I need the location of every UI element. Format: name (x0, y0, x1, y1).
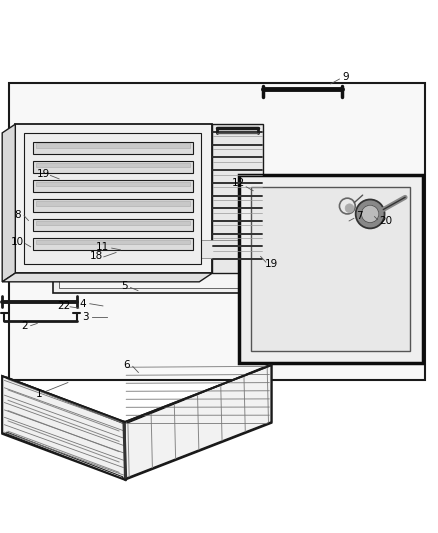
Polygon shape (33, 219, 193, 231)
Polygon shape (125, 365, 272, 479)
Text: 19: 19 (37, 168, 50, 179)
Polygon shape (15, 124, 212, 273)
Text: 9: 9 (343, 72, 350, 82)
Text: 19: 19 (265, 260, 278, 269)
Polygon shape (7, 377, 123, 423)
Text: 1: 1 (36, 389, 43, 399)
Polygon shape (36, 143, 190, 148)
Polygon shape (7, 432, 123, 479)
Text: 3: 3 (82, 312, 89, 322)
Polygon shape (53, 236, 254, 293)
Polygon shape (2, 376, 125, 479)
Circle shape (361, 205, 379, 223)
Polygon shape (36, 201, 190, 206)
Polygon shape (36, 163, 190, 167)
Text: 11: 11 (96, 242, 110, 252)
Text: 6: 6 (124, 360, 131, 370)
Polygon shape (59, 241, 247, 287)
Text: 10: 10 (11, 237, 24, 247)
Polygon shape (33, 199, 193, 212)
Text: 22: 22 (57, 301, 70, 311)
Text: 18: 18 (90, 251, 103, 261)
Polygon shape (36, 221, 190, 225)
Text: 4: 4 (80, 298, 87, 309)
Polygon shape (127, 365, 269, 423)
Text: 8: 8 (14, 210, 21, 220)
Circle shape (356, 199, 385, 229)
Text: 5: 5 (121, 281, 128, 291)
Polygon shape (24, 133, 201, 264)
Polygon shape (2, 124, 15, 282)
Polygon shape (33, 161, 193, 173)
Polygon shape (212, 124, 263, 273)
Polygon shape (88, 240, 241, 258)
Text: 7: 7 (356, 211, 363, 221)
Polygon shape (33, 142, 193, 154)
Text: 20: 20 (379, 215, 392, 225)
Polygon shape (9, 83, 425, 381)
Polygon shape (251, 187, 410, 351)
Polygon shape (2, 273, 212, 282)
Polygon shape (33, 238, 193, 251)
Polygon shape (36, 240, 190, 244)
Polygon shape (239, 174, 423, 363)
Polygon shape (36, 182, 190, 187)
Polygon shape (33, 180, 193, 192)
Text: 12: 12 (232, 178, 245, 188)
Circle shape (345, 204, 354, 213)
Text: 2: 2 (21, 321, 28, 330)
